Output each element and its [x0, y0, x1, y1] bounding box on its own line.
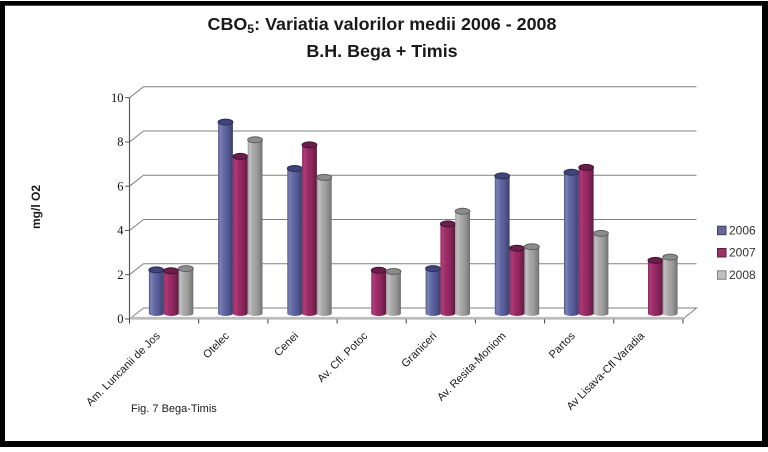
svg-text:10: 10	[111, 91, 124, 105]
svg-text:mg/l O2: mg/l O2	[29, 185, 43, 229]
svg-text:2006: 2006	[729, 223, 756, 237]
svg-text:B.H. Bega + Timis: B.H. Bega + Timis	[306, 41, 457, 61]
svg-text:2: 2	[117, 268, 123, 282]
svg-text:Fig. 7 Bega-Timis: Fig. 7 Bega-Timis	[131, 403, 217, 415]
svg-text:CBO5: Variatia valorilor medii: CBO5: Variatia valorilor medii 2006 - 20…	[208, 14, 557, 36]
svg-text:8: 8	[117, 135, 123, 149]
svg-text:2007: 2007	[729, 246, 756, 260]
svg-text:4: 4	[117, 224, 124, 238]
svg-text:6: 6	[117, 179, 123, 193]
svg-text:2008: 2008	[729, 268, 756, 282]
svg-text:0: 0	[117, 312, 123, 326]
